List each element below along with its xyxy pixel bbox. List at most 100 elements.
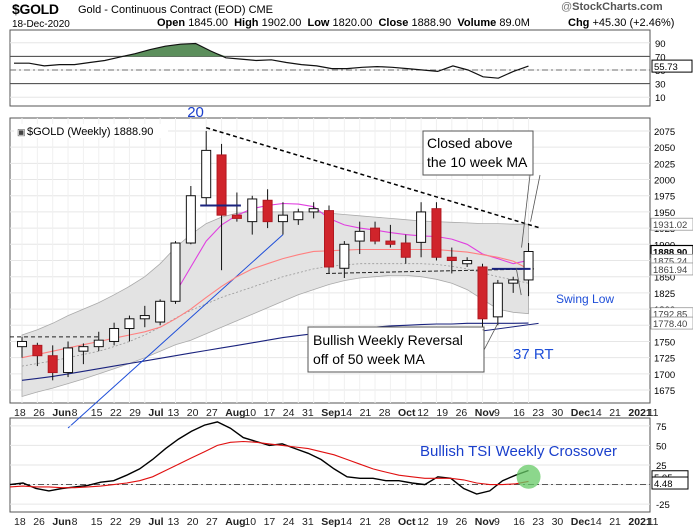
candle-body [370, 227, 381, 242]
price-tick-label: 1725 [654, 354, 675, 365]
candle-body [523, 250, 534, 281]
price-value-label: 1792.85 [653, 310, 687, 321]
price-x-tick-label: 22 [110, 407, 122, 419]
volume-value: 89.0M [499, 17, 530, 29]
tsi-x-tick-label: 28 [379, 516, 391, 528]
price-x-tick-label: 9 [494, 407, 500, 419]
price-title-bg [14, 124, 168, 138]
price-x-tick-label: 21 [360, 407, 372, 419]
candle-body [124, 318, 135, 330]
price-x-tick-label: 11 [648, 407, 659, 419]
price-x-tick-label: 28 [379, 407, 391, 419]
candle-body [93, 339, 104, 348]
candle-body [477, 266, 488, 320]
tsi-x-tick-label: 19 [436, 516, 448, 528]
price-x-tick-label: Jun [52, 407, 71, 419]
price-x-tick-label: 15 [91, 407, 103, 419]
candle-body [262, 199, 273, 223]
candle-body [416, 211, 427, 243]
price-value-box [650, 316, 693, 330]
price-x-tick-label: 10 [244, 407, 256, 419]
tsi-signal-line [9, 440, 529, 489]
price-x-tick-label: 16 [513, 407, 525, 419]
price-x-tick-label: 18 [14, 407, 26, 419]
reversal-callout-line: Bullish Weekly Reversal [313, 332, 463, 348]
callout-pointer [521, 174, 531, 248]
price-x-tick-label: Sep [321, 407, 340, 419]
tsi-x-tick-label: 30 [552, 516, 564, 528]
tsi-line [9, 421, 529, 495]
candle-body [277, 214, 288, 223]
high-value: 1902.00 [261, 17, 302, 29]
tsi-x-tick-label: 14 [340, 516, 352, 528]
source-credit: @StockCharts.com [561, 1, 663, 13]
candle-body [231, 214, 242, 219]
exchange-label: CME [248, 4, 274, 16]
tsi-x-tick-label: 2021 [628, 516, 652, 528]
tsi-x-tick-label: 20 [187, 516, 199, 528]
candle-body [63, 347, 74, 374]
price-tick-label: 2025 [654, 159, 675, 170]
candle-body [508, 279, 519, 284]
price-x-tick-label: Jul [148, 407, 163, 419]
tsi-x-tick-label: Jun [52, 516, 71, 528]
price-tick-label: 1950 [654, 208, 675, 219]
open-label: Open [157, 17, 186, 29]
ma50-line [21, 322, 529, 381]
candle-body [109, 328, 120, 342]
swing-low-label: Swing Low [556, 292, 614, 306]
price-x-tick-label: 21 [609, 407, 621, 419]
tsi-x-tick-label: 27 [206, 516, 218, 528]
tsi-tick-label: 50 [656, 441, 667, 452]
price-tick-label: 2075 [654, 127, 675, 138]
tsi-x-tick-label: 31 [302, 516, 314, 528]
instrument-title: Gold - Continuous Contract (EOD) [78, 4, 246, 16]
tsi-x-tick-label: 26 [33, 516, 45, 528]
tsi-x-tick-label: 17 [264, 516, 276, 528]
tsi-x-tick-label: Dec [571, 516, 590, 528]
candle-body [170, 242, 181, 302]
price-tick-label: 2050 [654, 143, 675, 154]
candle-body [308, 208, 319, 213]
tsi-x-tick-label: 14 [590, 516, 602, 528]
rsi-line [14, 42, 529, 79]
price-x-tick-label: 14 [590, 407, 602, 419]
price-tick-label: 1750 [654, 337, 675, 348]
tsi-x-tick-label: 15 [91, 516, 103, 528]
candle-body [139, 315, 150, 320]
callout-line: Closed above [427, 135, 513, 151]
tsi-x-tick-label: Oct [398, 516, 416, 528]
instrument-name: Gold - Continuous Contract (EOD) CME [78, 4, 273, 16]
tsi-tick-label: 25 [656, 461, 667, 472]
crossover-marker [516, 464, 541, 489]
price-x-tick-label: Oct [398, 407, 416, 419]
candle-body [247, 198, 258, 223]
uptrend-line [67, 234, 284, 429]
callout-line: the 10 week MA [427, 154, 528, 170]
tsi-x-tick-label: 16 [513, 516, 525, 528]
low-value: 1820.00 [332, 17, 373, 29]
low-label: Low [307, 17, 330, 29]
candle-body [216, 154, 227, 216]
support-range-line [325, 268, 535, 274]
price-x-tick-label: 27 [206, 407, 218, 419]
price-tick-label: 2000 [654, 176, 675, 187]
change-label: Chg [568, 17, 590, 29]
downtrend-line [205, 126, 541, 229]
tsi-x-tick-label: 11 [648, 516, 659, 528]
rsi-tick-label: 70 [655, 52, 666, 63]
tsi-signal-text: Bullish TSI Weekly Crossover [420, 443, 617, 460]
tsi-x-tick-label: 24 [283, 516, 295, 528]
swing-low-pointer [515, 267, 522, 296]
callout-pointer [530, 174, 541, 222]
tsi-x-tick-label: 12 [417, 516, 429, 528]
price-x-tick-label: Nov [475, 407, 495, 419]
price-x-tick-label: 30 [552, 407, 564, 419]
ma20-line [21, 248, 529, 359]
candle-body [431, 208, 442, 258]
rsi-tick-label: 10 [655, 93, 666, 104]
open-value: 1845.00 [188, 17, 228, 29]
rsi-overbought-area [119, 43, 226, 57]
candle-body [339, 243, 350, 269]
